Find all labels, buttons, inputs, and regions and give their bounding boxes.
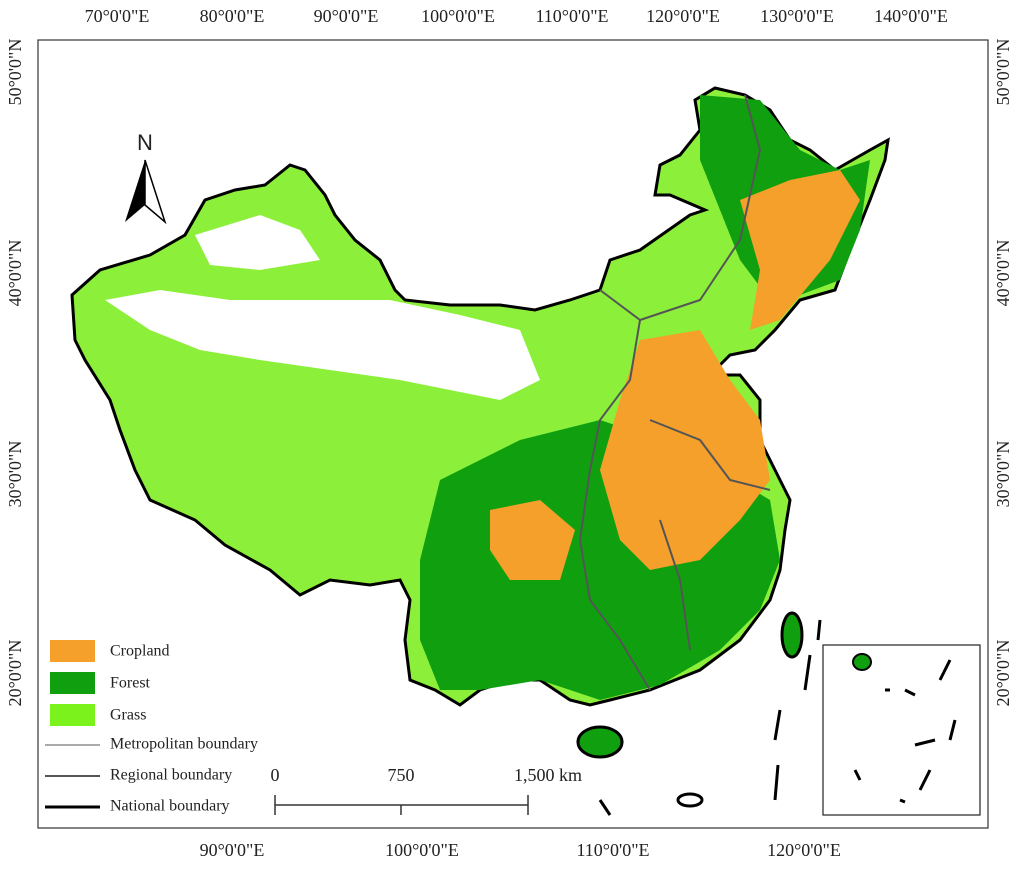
- left-tick-label: 50°0'0"N: [5, 39, 25, 106]
- scale-line: [274, 795, 529, 815]
- maritime-boundary: [598, 619, 822, 816]
- north-arrow: N: [125, 130, 167, 225]
- legend-label: Cropland: [110, 643, 170, 660]
- bottom-tick-label: 90°0'0"E: [200, 840, 265, 860]
- right-tick-label: 50°0'0"N: [993, 39, 1013, 106]
- legend-label: National boundary: [110, 798, 230, 815]
- regional-boundary: [578, 94, 771, 691]
- top-tick-label: 110°0'0"E: [535, 6, 608, 26]
- scale-label: 0: [271, 765, 280, 785]
- top-tick-label: 70°0'0"E: [85, 6, 150, 26]
- legend-label: Grass: [110, 707, 146, 724]
- left-tick-label: 30°0'0"N: [5, 441, 25, 508]
- island: [676, 792, 704, 808]
- cropland-area: [600, 330, 770, 570]
- north-arrow-left: [125, 160, 145, 222]
- legend-label: Regional boundary: [110, 767, 232, 784]
- legend: Cropland Forest Grass Metropolitan boundary…: [45, 640, 258, 815]
- top-tick-label: 90°0'0"E: [314, 6, 379, 26]
- legend-label: Metropolitan boundary: [110, 736, 258, 753]
- cropland-area: [740, 170, 860, 330]
- top-tick-label: 120°0'0"E: [646, 6, 720, 26]
- north-arrow-right: [144, 159, 167, 225]
- hainan-island: [576, 725, 624, 759]
- legend-swatch: [50, 640, 95, 662]
- right-tick-label: 40°0'0"N: [993, 240, 1013, 307]
- legend-label: Forest: [110, 675, 151, 692]
- bottom-tick-label: 120°0'0"E: [767, 840, 841, 860]
- left-tick-label: 20°0'0"N: [5, 640, 25, 707]
- scale-label: 1,500 km: [514, 765, 582, 785]
- taiwan-island: [780, 611, 804, 659]
- right-tick-label: 30°0'0"N: [993, 441, 1013, 508]
- inset-island: [852, 653, 872, 671]
- right-tick-label: 20°0'0"N: [993, 640, 1013, 707]
- top-tick-label: 100°0'0"E: [421, 6, 495, 26]
- top-tick-label: 80°0'0"E: [200, 6, 265, 26]
- bottom-tick-label: 100°0'0"E: [385, 840, 459, 860]
- scale-label: 750: [388, 765, 415, 785]
- cropland-area: [490, 500, 575, 580]
- top-tick-label: 130°0'0"E: [760, 6, 834, 26]
- inset-frame: [822, 644, 981, 816]
- inset-boundary: [853, 659, 957, 804]
- legend-swatch: [50, 704, 95, 726]
- left-tick-label: 40°0'0"N: [5, 240, 25, 307]
- desert-area: [195, 215, 320, 270]
- north-label: N: [137, 130, 153, 155]
- scale-bar: 0 750 1,500 km: [271, 765, 582, 815]
- bottom-tick-label: 110°0'0"E: [576, 840, 649, 860]
- top-tick-label: 140°0'0"E: [874, 6, 948, 26]
- legend-swatch: [50, 672, 95, 694]
- desert-area: [105, 290, 540, 400]
